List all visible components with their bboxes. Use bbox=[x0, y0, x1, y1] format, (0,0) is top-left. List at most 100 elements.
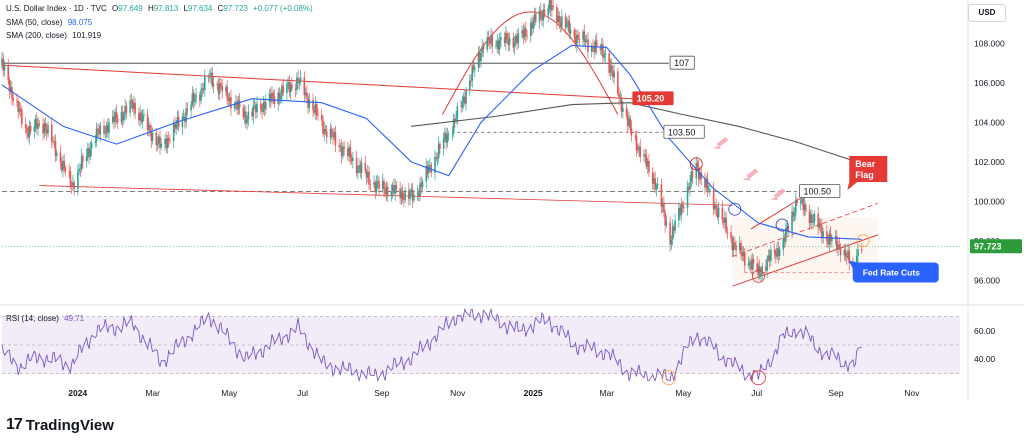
candle-body bbox=[315, 103, 318, 116]
candle-body bbox=[69, 171, 72, 187]
candle-body bbox=[487, 37, 490, 40]
candle-body bbox=[89, 148, 92, 158]
candle-body bbox=[19, 108, 22, 111]
candle-body bbox=[115, 111, 118, 119]
candle-body bbox=[16, 100, 18, 102]
candle-body bbox=[627, 116, 629, 126]
rsi-legend[interactable]: RSI (14, close) 49.71 bbox=[6, 314, 84, 324]
candle-body bbox=[322, 119, 324, 134]
candle-body bbox=[427, 165, 430, 174]
candle-body bbox=[166, 138, 169, 149]
candle-body bbox=[848, 250, 851, 264]
symbol-title: U.S. Dollar Index · 1D · TVC bbox=[6, 4, 107, 13]
candle-body bbox=[768, 255, 771, 261]
candle-body bbox=[674, 220, 676, 231]
candle-body bbox=[53, 141, 56, 142]
candle-body bbox=[338, 145, 340, 147]
candle-body bbox=[699, 172, 701, 180]
candle-body bbox=[26, 127, 28, 133]
candle-body bbox=[334, 131, 337, 146]
candle-body bbox=[660, 184, 663, 207]
candle-body bbox=[199, 94, 201, 101]
candle-body bbox=[390, 191, 393, 197]
time-axis-tick: Jul bbox=[751, 388, 762, 398]
price-axis-tick: 106.000 bbox=[974, 78, 1005, 88]
candle-body bbox=[533, 14, 536, 21]
candle-body bbox=[639, 146, 642, 157]
candle-body bbox=[712, 189, 715, 210]
ohlc-open-value: 97.649 bbox=[118, 4, 143, 13]
candle-body bbox=[349, 147, 352, 159]
candle-body bbox=[332, 135, 334, 138]
candle-body bbox=[552, 5, 554, 7]
candle-body bbox=[813, 213, 816, 222]
candle-body bbox=[306, 92, 308, 97]
sma50-legend[interactable]: SMA (50, close) 98.075 bbox=[6, 18, 92, 28]
candle-body bbox=[203, 76, 206, 91]
candle-body bbox=[47, 124, 49, 134]
candle-body bbox=[121, 111, 124, 121]
level-103-50-label-box bbox=[663, 124, 705, 139]
sma200-legend[interactable]: SMA (200, close) 101.919 bbox=[6, 31, 101, 41]
candle-body bbox=[264, 101, 267, 110]
candle-body bbox=[503, 37, 506, 44]
candle-body bbox=[704, 179, 706, 188]
candle-body bbox=[770, 250, 772, 261]
candle-body bbox=[225, 86, 227, 92]
candle-body bbox=[843, 249, 846, 256]
candle-body bbox=[794, 199, 797, 214]
highlight-circle bbox=[728, 202, 742, 216]
candle-body bbox=[52, 141, 54, 143]
candle-body bbox=[106, 125, 109, 133]
candle-body bbox=[630, 127, 633, 136]
candle-body bbox=[439, 143, 441, 149]
bear-flag-mid-line bbox=[732, 202, 879, 257]
candle-body bbox=[452, 118, 455, 134]
candle-body bbox=[691, 171, 694, 179]
candle-body bbox=[99, 125, 102, 135]
candle-body bbox=[242, 107, 245, 118]
candle-body bbox=[751, 258, 754, 270]
candle-body bbox=[259, 103, 262, 110]
price-axis-tick: 102.000 bbox=[974, 157, 1005, 167]
candle-body bbox=[114, 111, 117, 123]
candle-body bbox=[709, 189, 711, 190]
candle-body bbox=[603, 54, 605, 58]
candle-body bbox=[796, 199, 798, 204]
candle-body bbox=[724, 217, 726, 223]
bear-flag-callout bbox=[847, 155, 888, 190]
candle-body bbox=[78, 168, 80, 172]
candle-body bbox=[2, 58, 5, 71]
candle-body bbox=[465, 90, 467, 104]
candle-body bbox=[401, 190, 404, 200]
candle-body bbox=[94, 141, 97, 143]
candle-body bbox=[212, 83, 215, 87]
candle-body bbox=[629, 118, 632, 128]
candle-body bbox=[186, 108, 189, 111]
candle-body bbox=[574, 36, 577, 46]
candle-body bbox=[251, 111, 253, 117]
candle-body bbox=[559, 22, 562, 27]
candle-body bbox=[243, 111, 246, 118]
currency-button[interactable]: USD bbox=[968, 4, 1006, 22]
candle-body bbox=[513, 43, 516, 48]
candle-body bbox=[262, 102, 265, 112]
candle-body bbox=[464, 96, 466, 104]
candle-body bbox=[617, 71, 619, 94]
candle-body bbox=[437, 143, 440, 158]
tradingview-logo[interactable]: 17 TradingView bbox=[6, 416, 114, 434]
candle-body bbox=[599, 46, 602, 50]
rsi-line bbox=[1, 307, 862, 383]
candle-body bbox=[620, 97, 623, 112]
candle-body bbox=[792, 211, 795, 217]
candle-body bbox=[643, 154, 645, 157]
candle-body bbox=[619, 97, 622, 99]
candle-body bbox=[834, 236, 837, 239]
candle-body bbox=[844, 249, 847, 256]
candle-body bbox=[268, 93, 271, 102]
candle-body bbox=[226, 86, 228, 99]
candle-body bbox=[482, 46, 485, 50]
candle-body bbox=[741, 253, 744, 256]
candle-body bbox=[740, 243, 742, 254]
